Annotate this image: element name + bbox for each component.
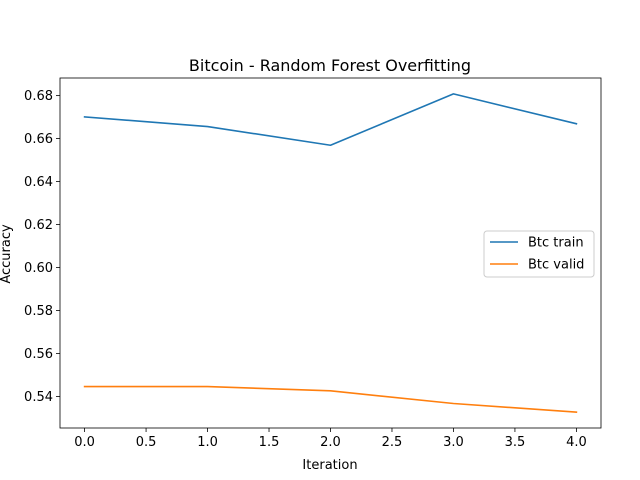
y-tick-label: 0.66 bbox=[24, 132, 53, 147]
y-tick-label: 0.62 bbox=[24, 218, 53, 233]
x-tick-label: 0.0 bbox=[74, 435, 95, 450]
legend-label: Btc valid bbox=[528, 258, 584, 273]
y-tick-label: 0.54 bbox=[24, 390, 53, 405]
y-tick-label: 0.56 bbox=[24, 347, 53, 362]
x-tick-label: 0.5 bbox=[136, 435, 157, 450]
series-line bbox=[83, 385, 578, 413]
x-axis-label: Iteration bbox=[302, 458, 357, 473]
y-tick-label: 0.68 bbox=[24, 89, 53, 104]
y-tick-label: 0.60 bbox=[24, 261, 53, 276]
legend: Btc train Btc valid bbox=[483, 230, 595, 278]
x-tick-label: 4.0 bbox=[566, 435, 587, 450]
series-lines bbox=[83, 93, 578, 413]
x-tick-label: 3.0 bbox=[443, 435, 464, 450]
x-axis: 0.0 0.5 1.0 1.5 2.0 2.5 3.0 3.5 4.0 bbox=[74, 428, 587, 450]
x-tick-label: 1.5 bbox=[259, 435, 280, 450]
x-tick-label: 2.5 bbox=[382, 435, 403, 450]
y-axis-label: Accuracy bbox=[0, 224, 14, 284]
series-line bbox=[83, 93, 578, 147]
y-tick-label: 0.64 bbox=[24, 175, 53, 190]
chart-title: Bitcoin - Random Forest Overfitting bbox=[189, 56, 471, 75]
x-tick-label: 2.0 bbox=[320, 435, 341, 450]
x-tick-label: 1.0 bbox=[197, 435, 218, 450]
y-axis: 0.54 0.56 0.58 0.60 0.62 0.64 0.66 0.68 bbox=[24, 89, 60, 405]
y-tick-label: 0.58 bbox=[24, 304, 53, 319]
legend-label: Btc train bbox=[528, 236, 584, 251]
x-tick-label: 3.5 bbox=[505, 435, 526, 450]
